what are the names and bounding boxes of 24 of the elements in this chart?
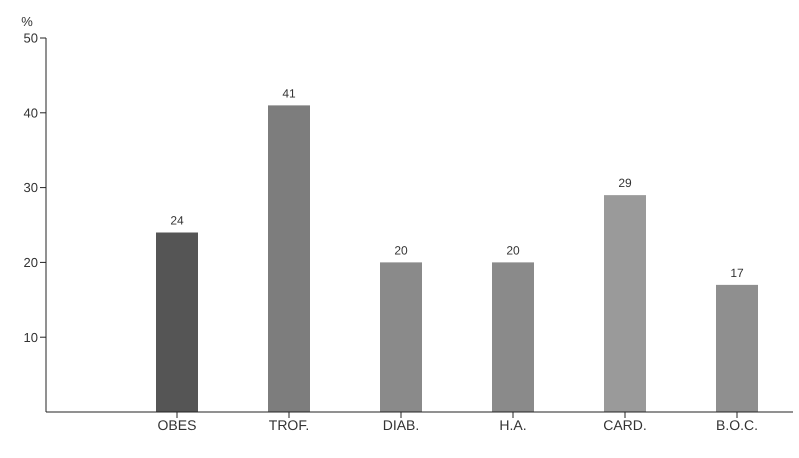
data-label: 29 xyxy=(618,176,632,190)
x-tick-label: OBES xyxy=(158,416,196,433)
y-tick-label: 40 xyxy=(24,105,38,120)
bar xyxy=(380,262,422,412)
bar xyxy=(156,232,198,412)
y-tick-label: 10 xyxy=(24,330,38,345)
y-axis-title: % xyxy=(21,14,34,29)
x-tick-label: CARD. xyxy=(603,416,647,433)
x-tick-label: B.O.C. xyxy=(716,416,758,433)
bar xyxy=(604,195,646,412)
bar xyxy=(716,284,758,412)
x-tick-label: DIAB. xyxy=(382,416,420,433)
x-tick-label: H.A. xyxy=(499,416,527,433)
data-label: 20 xyxy=(506,243,520,258)
data-label: 20 xyxy=(394,243,408,258)
data-label: 17 xyxy=(730,266,744,280)
bar xyxy=(268,105,310,412)
y-tick-label: 50 xyxy=(24,30,38,46)
y-tick-label: 20 xyxy=(24,255,38,270)
y-tick-label: 30 xyxy=(24,180,38,196)
bar xyxy=(492,262,534,412)
data-label: 41 xyxy=(282,86,296,100)
x-tick-label: TROF. xyxy=(268,416,310,433)
data-label: 24 xyxy=(170,213,184,228)
